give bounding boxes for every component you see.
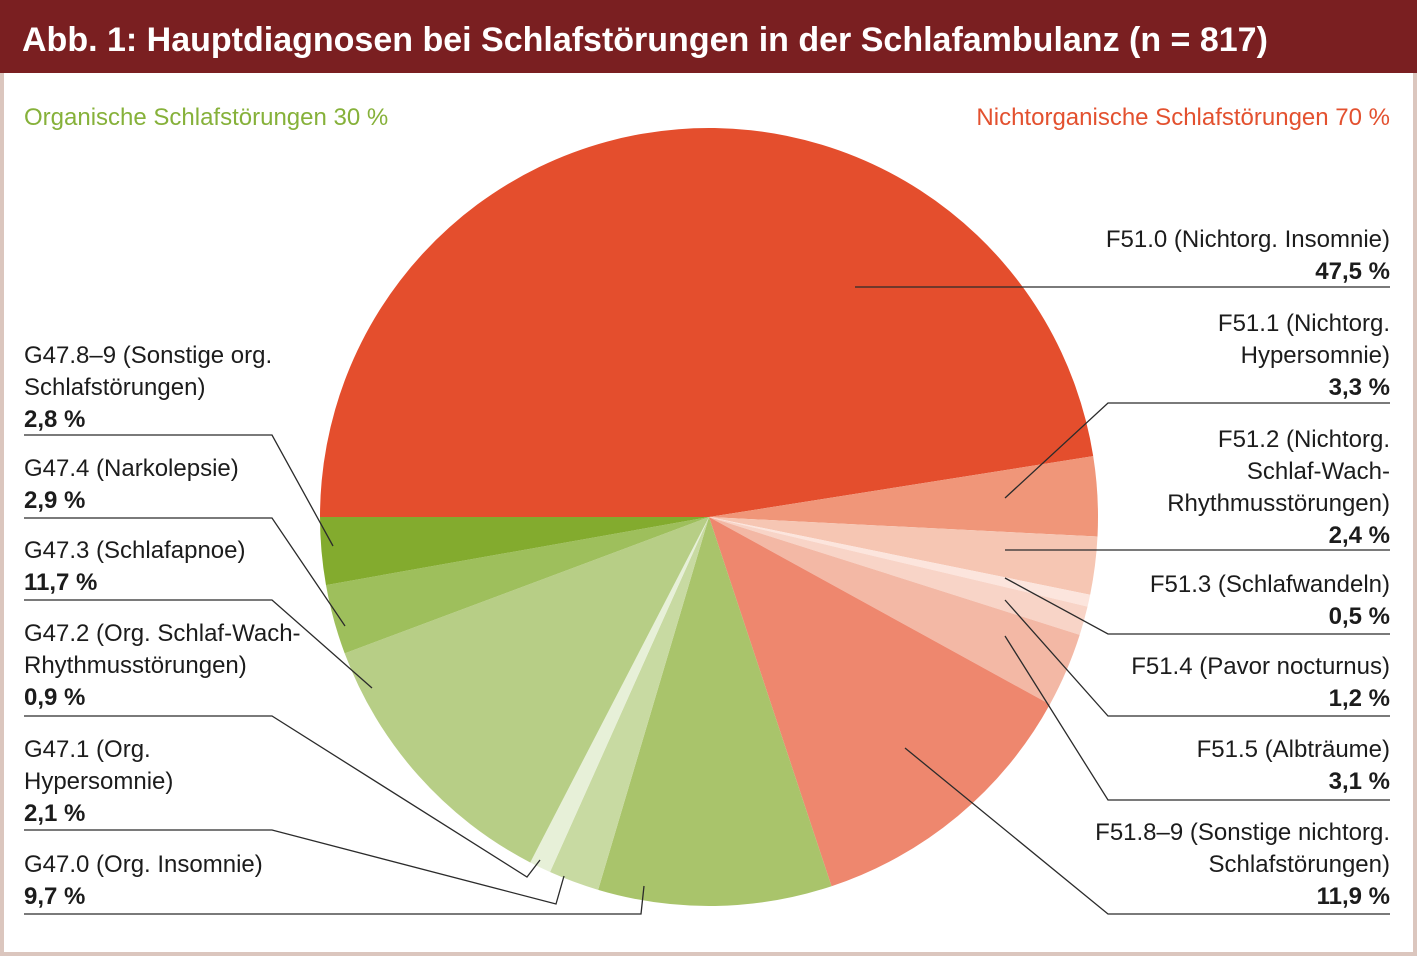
slice-value-label: 47,5 % [1315,258,1390,285]
slice-label-text: Schlafstörungen) [1208,851,1390,878]
slice-label-f51-1: F51.1 (Nichtorg. Hypersomnie) 3,3 % [1218,308,1390,404]
pie-slice-g47-0 [598,517,832,906]
slice-value-label: 2,9 % [24,487,86,514]
leader-line-f51-5 [1004,635,1390,801]
leader-lines [24,286,1390,915]
slice-label-text: G47.8–9 (Sonstige org. [24,342,273,369]
group-label-nonorganic: Nichtorganische Schlafstörungen 70 % [976,104,1390,131]
slice-label-text: G47.2 (Org. Schlaf-Wach- [24,620,301,647]
slice-label-g47-8-9: G47.8–9 (Sonstige org. Schlafstörungen) … [24,340,272,436]
slice-label-f51-5: F51.5 (Albträume) 3,1 % [1197,734,1390,798]
slice-value-label: 0,9 % [24,684,86,711]
slice-label-text: Hypersomnie) [24,768,174,795]
pie-slice-f51-3 [709,517,1091,607]
slice-label-text: G47.3 (Schlafapnoe) [24,537,246,564]
slice-value-label: 1,2 % [1328,685,1390,712]
slice-label-f51-0: F51.0 (Nichtorg. Insomnie) 47,5 % [1106,224,1390,288]
slice-label-g47-4: G47.4 (Narkolepsie) 2,9 % [24,453,239,517]
pie-slices [320,128,1099,906]
pie-slice-g47-3 [344,517,709,863]
leader-line-f51-4 [1004,599,1390,717]
slice-label-text: G47.1 (Org. [24,736,151,763]
leader-line-f51-3 [1004,577,1390,635]
slice-label-text: G47.4 (Narkolepsie) [24,455,239,482]
leader-line-g47-2 [24,715,541,878]
slice-label-text: F51.3 (Schlafwandeln) [1149,571,1390,598]
slice-value-label: 2,4 % [1328,522,1390,549]
slice-value-label: 11,7 % [24,569,98,596]
slice-label-f51-2: F51.2 (Nichtorg. Schlaf-Wach- Rhythmusst… [1167,424,1390,552]
slice-label-text: Hypersomnie) [1240,342,1390,369]
slice-value-label: 3,1 % [1328,768,1390,795]
slice-label-g47-2: G47.2 (Org. Schlaf-Wach- Rhythmusstörung… [24,618,301,714]
pie-slice-f51-1 [709,456,1099,537]
pie-slice-g47-2 [530,517,709,873]
leader-line-g47-1 [24,829,565,905]
slice-label-text: F51.5 (Albträume) [1196,736,1390,763]
group-label-organic: Organische Schlafstörungen 30 % [24,104,389,131]
slice-label-text: F51.8–9 (Sonstige nichtorg. [1095,819,1390,846]
slice-label-text: Rhythmusstörungen) [1167,490,1390,517]
pie-slice-g47-8-9 [320,517,709,586]
slice-label-g47-3: G47.3 (Schlafapnoe) 11,7 % [24,535,245,599]
chart-title: Abb. 1: Hauptdiagnosen bei Schlafstörung… [22,21,1268,59]
leader-line-f51-1 [1004,402,1390,499]
slice-label-f51-3: F51.3 (Schlafwandeln) 0,5 % [1150,569,1390,633]
slice-value-label: 0,5 % [1328,603,1390,630]
slice-label-text: G47.0 (Org. Insomnie) [24,851,263,878]
header-bar: Abb. 1: Hauptdiagnosen bei Schlafstörung… [0,0,1417,73]
pie-slice-f51-5 [709,517,1080,705]
leader-line-g47-4 [24,517,346,627]
slice-label-g47-0: G47.0 (Org. Insomnie) 9,7 % [24,849,263,913]
slice-label-text: F51.0 (Nichtorg. Insomnie) [1105,226,1390,253]
slice-label-text: F51.4 (Pavor nocturnus) [1131,653,1390,680]
slice-label-text: F51.1 (Nichtorg. [1217,310,1390,337]
leader-line-f51-8-9 [904,747,1390,915]
pie-slice-g47-4 [326,517,709,654]
pie-slice-g47-1 [550,517,709,890]
pie-slice-f51-2 [709,517,1098,595]
pie-slice-f51-4 [709,517,1088,635]
slice-label-text: F51.2 (Nichtorg. [1217,426,1390,453]
slice-value-label: 2,1 % [24,800,86,827]
slice-label-text: Rhythmusstörungen) [24,652,247,679]
slice-value-label: 9,7 % [24,883,86,910]
pie-slice-f51-8-9 [709,517,1050,887]
slice-label-text: Schlafstörungen) [24,374,206,401]
slice-value-label: 2,8 % [24,406,86,433]
slice-value-label: 11,9 % [1316,883,1390,910]
leader-line-g47-3 [24,599,373,689]
slice-label-f51-8-9: F51.8–9 (Sonstige nichtorg. Schlafstörun… [1095,817,1390,913]
slice-label-g47-1: G47.1 (Org. Hypersomnie) 2,1 % [24,734,173,830]
pie-slice-f51-0 [320,128,1094,518]
slice-label-f51-4: F51.4 (Pavor nocturnus) 1,2 % [1131,651,1390,715]
slice-value-label: 3,3 % [1328,374,1390,401]
slice-label-text: Schlaf-Wach- [1246,458,1390,485]
leader-line-g47-8-9 [24,434,334,547]
leader-line-g47-0 [24,885,645,915]
